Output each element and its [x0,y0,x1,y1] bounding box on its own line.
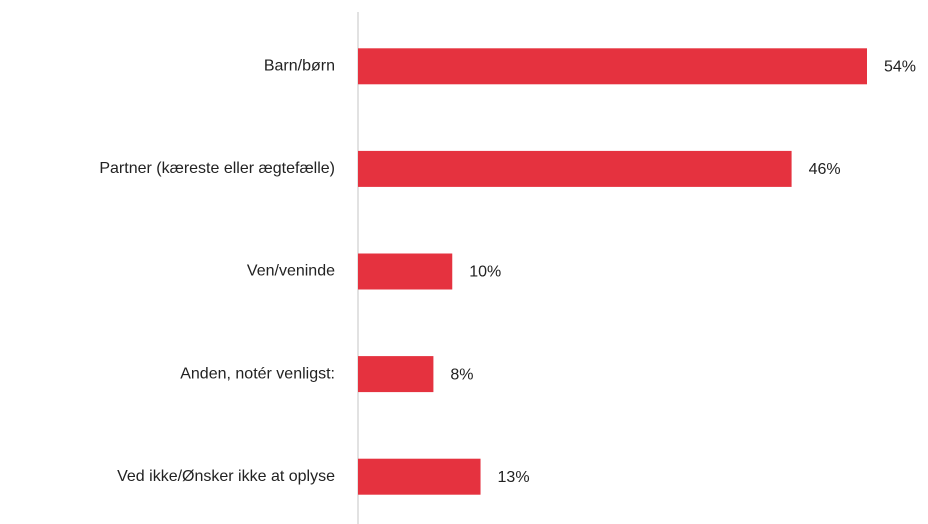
value-label: 8% [450,366,473,383]
value-label: 13% [498,469,530,486]
bar [358,356,434,393]
bar [358,253,453,290]
category-label: Ven/veninde [247,263,335,280]
bar [358,150,792,187]
value-label: 54% [884,59,916,76]
bar [358,458,481,495]
category-label: Anden, notér venligst: [180,365,335,382]
category-label: Barn/børn [264,58,335,75]
category-label: Partner (kæreste eller ægtefælle) [99,160,335,177]
value-label: 46% [809,161,841,178]
category-label: Ved ikke/Ønsker ikke at oplyse [117,468,335,485]
value-label: 10% [469,264,501,281]
bar [358,48,867,85]
